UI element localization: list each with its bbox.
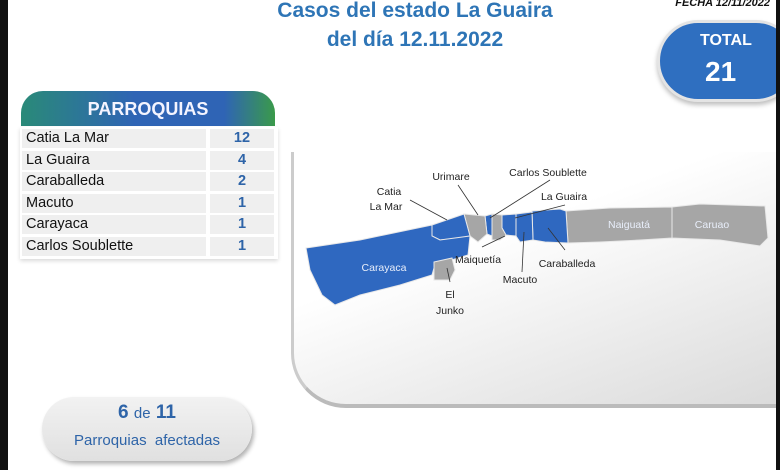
region-catia-la-mar (431, 213, 471, 241)
table-row: Carayaca 1 (22, 215, 276, 234)
label-el: El (445, 289, 454, 301)
region-maiquetia (491, 213, 507, 241)
region-el-junko (433, 257, 456, 281)
region-caruao (671, 203, 769, 247)
label-macuto: Macuto (503, 274, 538, 286)
row-value: 1 (210, 215, 274, 234)
row-name: Carlos Soublette (22, 236, 206, 256)
region-macuto (515, 211, 534, 243)
row-name: La Guaira (22, 150, 206, 170)
total-label: TOTAL (700, 32, 752, 49)
row-name: Caraballeda (22, 172, 206, 191)
region-caraballeda (531, 208, 569, 244)
table-row: La Guaira 4 (22, 150, 276, 170)
left-border (0, 0, 8, 470)
leader-lines (409, 179, 566, 283)
parroquias-header: PARROQUIAS (21, 91, 275, 126)
page-title: Casos del estado La Guaira del día 12.11… (200, 0, 630, 54)
affected-label: Parroquias afectadas (74, 432, 220, 449)
affected-summary: 6 de 11 Parroquias afectadas (42, 397, 252, 461)
label-carlos-soublette: Carlos Soublette (509, 167, 587, 179)
row-value: 2 (210, 172, 274, 191)
row-value: 1 (210, 193, 274, 213)
label-carayaca: Carayaca (362, 262, 407, 274)
table-row: Catia La Mar 12 (22, 129, 276, 148)
label-caraballeda: Caraballeda (539, 258, 596, 270)
label-catia: Catia (377, 186, 402, 198)
total-badge: TOTAL 21 (657, 20, 780, 102)
row-name: Macuto (22, 193, 206, 213)
label-urimare: Urimare (432, 171, 469, 183)
label-la-mar: La Mar (370, 201, 403, 213)
parroquias-table: Catia La Mar 12 La Guaira 4 Caraballeda 2 M… (20, 127, 278, 259)
right-border (776, 0, 780, 470)
label-la-guaira: La Guaira (541, 191, 587, 203)
label-maiquetia: Maiquetía (455, 254, 501, 266)
table-row: Macuto 1 (22, 193, 276, 213)
affected-count: 6 de 11 (118, 402, 176, 423)
title-line-1: Casos del estado La Guaira (277, 0, 553, 22)
total-value: 21 (705, 56, 737, 87)
title-line-2: del día 12.11.2022 (326, 28, 504, 51)
table-row: Carlos Soublette 1 (22, 236, 276, 256)
row-name: Catia La Mar (22, 129, 206, 148)
date-label: FECHA 12/11/2022 (675, 0, 770, 9)
table-row: Caraballeda 2 (22, 172, 276, 191)
label-junko: Junko (436, 305, 464, 317)
row-name: Carayaca (22, 215, 206, 234)
row-value: 12 (210, 129, 274, 148)
label-naiguata: Naiguatá (608, 219, 650, 231)
label-caruao: Caruao (695, 219, 730, 231)
region-naiguata (565, 206, 673, 244)
row-value: 1 (210, 236, 274, 256)
row-value: 4 (210, 150, 274, 170)
